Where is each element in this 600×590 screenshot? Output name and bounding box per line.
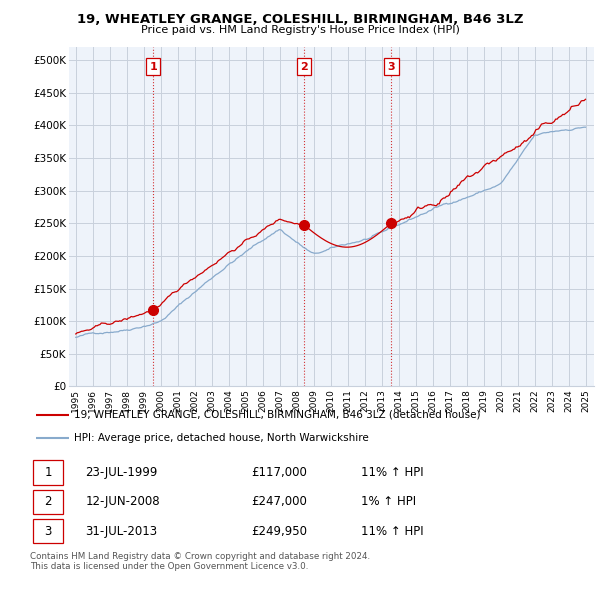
Text: 3: 3: [388, 62, 395, 72]
Text: 19, WHEATLEY GRANGE, COLESHILL, BIRMINGHAM, B46 3LZ (detached house): 19, WHEATLEY GRANGE, COLESHILL, BIRMINGH…: [74, 409, 481, 419]
Text: 23-JUL-1999: 23-JUL-1999: [85, 466, 158, 479]
Text: 3: 3: [44, 525, 52, 537]
Text: £247,000: £247,000: [251, 496, 307, 509]
Text: 11% ↑ HPI: 11% ↑ HPI: [361, 525, 424, 537]
Text: £117,000: £117,000: [251, 466, 307, 479]
Text: 11% ↑ HPI: 11% ↑ HPI: [361, 466, 424, 479]
Text: 19, WHEATLEY GRANGE, COLESHILL, BIRMINGHAM, B46 3LZ: 19, WHEATLEY GRANGE, COLESHILL, BIRMINGH…: [77, 13, 523, 26]
FancyBboxPatch shape: [33, 460, 63, 485]
Text: Price paid vs. HM Land Registry's House Price Index (HPI): Price paid vs. HM Land Registry's House …: [140, 25, 460, 35]
FancyBboxPatch shape: [33, 519, 63, 543]
Text: HPI: Average price, detached house, North Warwickshire: HPI: Average price, detached house, Nort…: [74, 433, 369, 443]
Text: 1: 1: [44, 466, 52, 479]
FancyBboxPatch shape: [33, 490, 63, 514]
Text: 2: 2: [300, 62, 308, 72]
Text: 2: 2: [44, 496, 52, 509]
Text: 12-JUN-2008: 12-JUN-2008: [85, 496, 160, 509]
Text: 1: 1: [149, 62, 157, 72]
Text: 31-JUL-2013: 31-JUL-2013: [85, 525, 157, 537]
Text: £249,950: £249,950: [251, 525, 307, 537]
Text: 1% ↑ HPI: 1% ↑ HPI: [361, 496, 416, 509]
Text: Contains HM Land Registry data © Crown copyright and database right 2024.
This d: Contains HM Land Registry data © Crown c…: [30, 552, 370, 571]
